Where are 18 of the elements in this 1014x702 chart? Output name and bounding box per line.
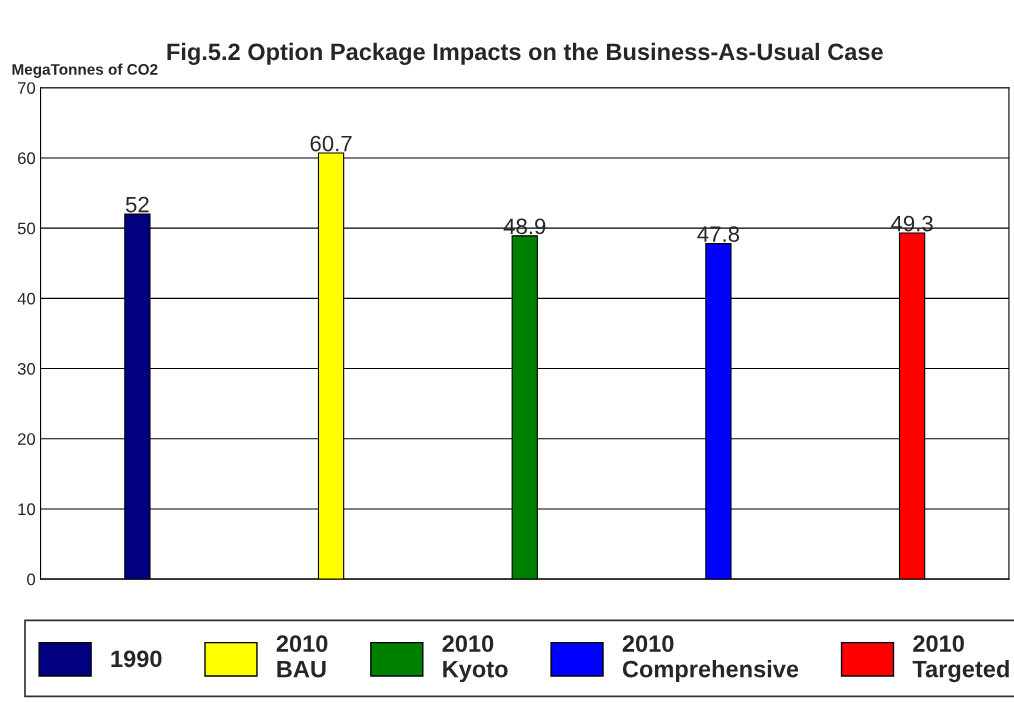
legend-label: 2010 Comprehensive bbox=[622, 635, 799, 683]
legend-label: 2010 Kyoto bbox=[442, 635, 508, 683]
legend-label: 2010 Targeted bbox=[912, 635, 1009, 683]
legend-label: 1990 bbox=[111, 650, 162, 668]
y-tick-label: 60 bbox=[18, 152, 36, 165]
y-axis-title: MegaTonnes of CO2 bbox=[12, 63, 158, 78]
legend-label: 2010 BAU bbox=[276, 635, 328, 678]
y-tick-label: 20 bbox=[18, 433, 36, 445]
data-label: 47.8 bbox=[697, 226, 740, 242]
data-label: 60.7 bbox=[310, 135, 352, 152]
y-tick-label: 0 bbox=[27, 573, 36, 586]
y-tick-label: 50 bbox=[17, 222, 36, 235]
y-tick-label: 40 bbox=[17, 292, 36, 305]
y-tick-label: 30 bbox=[17, 362, 36, 375]
y-tick-label: 70 bbox=[18, 82, 36, 94]
y-tick-label: 10 bbox=[18, 503, 36, 516]
data-label: 52 bbox=[125, 196, 149, 213]
chart-title: Fig.5.2 Option Package Impacts on the Business-As-Usual Case bbox=[167, 42, 883, 65]
